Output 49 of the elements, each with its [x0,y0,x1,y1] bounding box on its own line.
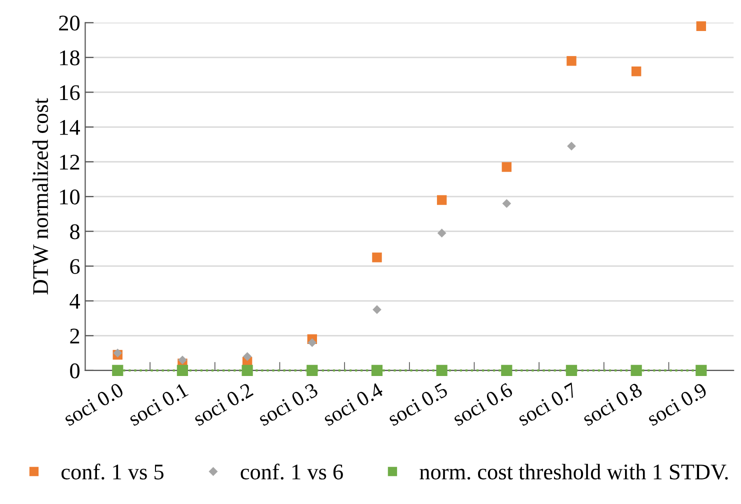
point [371,364,383,376]
y-tick-label: 2 [70,328,80,344]
point [696,364,707,376]
y-tick-label: 6 [70,259,80,274]
y-tick-label: 20 [59,16,80,31]
point [566,56,576,66]
legend-label: conf. 1 vs 5 [62,464,164,480]
point [308,338,317,348]
x-tick-label: soci 0.7 [516,382,578,426]
y-tick-label: 16 [60,85,80,100]
point [372,305,382,314]
point [502,162,512,172]
x-tick-label: soci 0.9 [646,382,708,426]
y-tick-label: 12 [60,154,80,170]
point [242,352,252,361]
y-tick-label: 18 [60,50,80,66]
point [436,364,448,376]
x-tick-label: soci 0.5 [386,382,448,426]
legend-label: conf. 1 vs 6 [240,464,343,480]
x-tick-label: soci 0.3 [257,382,319,426]
y-axis-title: DTW normalized cost [32,98,48,294]
y-tick-label: 14 [60,120,80,135]
point [176,364,188,376]
y-tick-label: 10 [60,189,80,204]
point [696,21,706,32]
point [372,252,382,262]
point [306,364,318,376]
point [437,228,446,238]
point [631,66,642,76]
point [112,364,124,376]
y-tick-label: 8 [70,224,80,240]
legend-label: norm. cost threshold with 1 STDV. [420,464,728,480]
x-tick-label: soci 0.6 [452,382,514,426]
point [242,364,253,376]
point [501,364,512,376]
point [567,142,576,151]
y-tick-label: 0 [70,363,80,378]
x-tick-label: soci 0.1 [127,382,189,426]
point [630,364,642,376]
point [113,348,122,358]
y-tick-label: 4 [70,294,80,309]
x-tick-label: soci 0.2 [192,382,254,426]
point [436,195,447,205]
point [502,199,512,208]
x-tick-label: soci 0.8 [581,382,644,426]
x-tick-label: soci 0.0 [62,382,124,426]
x-tick-label: soci 0.4 [322,382,384,426]
point [566,364,578,376]
point [178,356,187,364]
